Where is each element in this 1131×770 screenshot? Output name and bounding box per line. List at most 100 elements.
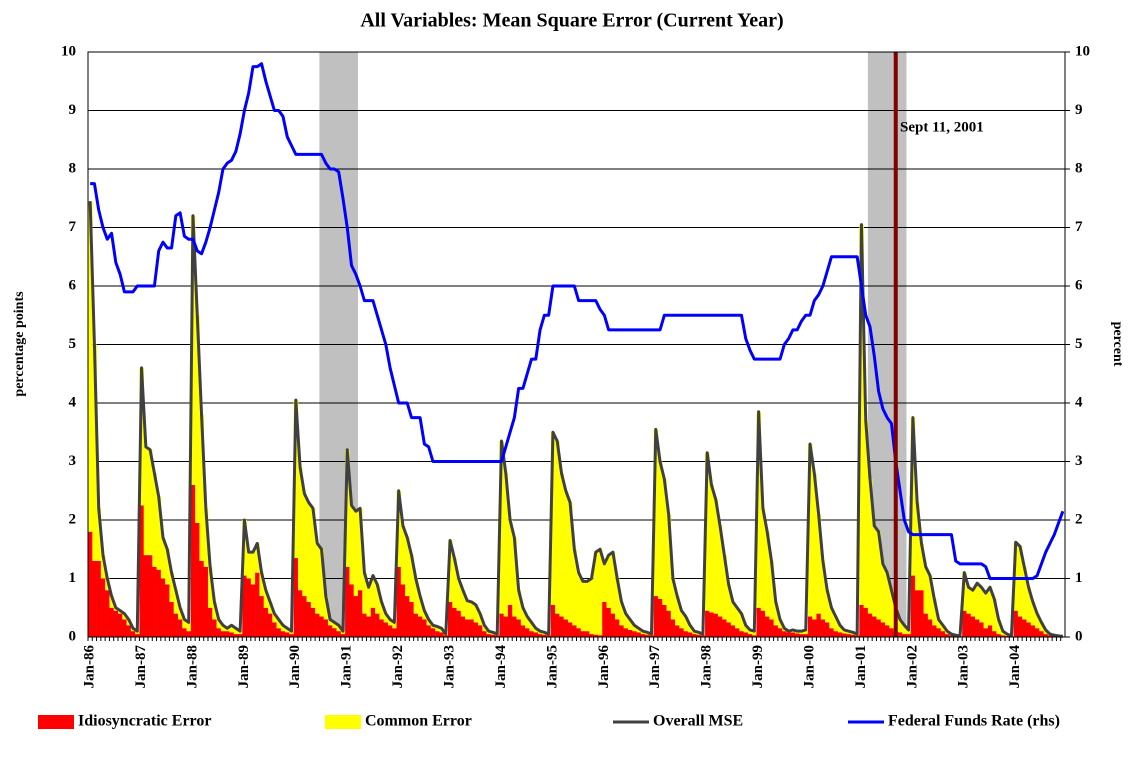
bar <box>829 607 834 629</box>
bar <box>456 610 462 637</box>
bar <box>469 601 474 620</box>
x-tick-label: Jan-91 <box>339 645 355 688</box>
bar <box>152 473 157 567</box>
bar <box>293 558 299 637</box>
bar <box>936 619 942 629</box>
bar <box>1026 587 1032 623</box>
bar <box>507 604 513 637</box>
bar <box>756 607 762 637</box>
bar <box>670 619 676 637</box>
bar <box>679 628 684 637</box>
bar <box>842 629 847 634</box>
bar <box>610 613 616 637</box>
legend-label: Common Error <box>365 713 472 730</box>
bar <box>152 566 157 637</box>
bar <box>1030 601 1036 626</box>
bar <box>975 583 980 620</box>
bar <box>683 616 689 632</box>
bar <box>139 505 145 637</box>
bar <box>400 525 406 585</box>
bar <box>276 628 282 637</box>
bar <box>906 629 912 635</box>
bar <box>147 555 153 637</box>
bar <box>580 581 586 632</box>
bar <box>709 484 714 613</box>
bar <box>525 628 530 637</box>
y-tick-label: 9 <box>69 102 77 118</box>
bar <box>739 613 744 632</box>
bar <box>756 411 762 608</box>
bar <box>580 631 586 637</box>
bar <box>790 632 796 637</box>
bar <box>383 613 389 623</box>
legend-label: Idiosyncratic Error <box>78 713 211 730</box>
bar <box>782 631 787 637</box>
bar <box>979 622 984 637</box>
bar <box>216 619 222 629</box>
bar <box>272 613 277 623</box>
y-tick-label: 0 <box>69 628 77 644</box>
x-tick-label: Jan-98 <box>699 645 715 688</box>
x-tick-label: Jan-92 <box>390 645 406 688</box>
y-tick-label: 2 <box>69 511 77 527</box>
bar <box>559 616 564 637</box>
bar <box>160 578 166 637</box>
y-tick-label: 6 <box>69 277 77 293</box>
y2-tick-label: 9 <box>1075 102 1083 118</box>
bar <box>572 625 577 637</box>
y2-tick-label: 4 <box>1075 394 1083 410</box>
bar <box>876 619 882 637</box>
bar <box>992 598 997 632</box>
bar <box>225 631 230 637</box>
bar <box>259 572 264 597</box>
bar <box>512 616 517 637</box>
bar <box>542 634 547 637</box>
legend-label: Federal Funds Rate (rhs) <box>888 713 1060 730</box>
legend-label: Overall MSE <box>653 713 743 730</box>
bar <box>1013 610 1019 637</box>
bar <box>503 616 509 637</box>
bar <box>885 572 890 626</box>
bar <box>332 628 337 637</box>
bar <box>675 625 680 637</box>
bar <box>906 634 912 637</box>
bar <box>353 511 359 597</box>
bar <box>482 625 487 632</box>
bar <box>405 537 410 597</box>
bar <box>812 473 817 620</box>
bar <box>615 578 620 620</box>
bar <box>233 634 239 637</box>
bar <box>177 607 183 620</box>
bar <box>572 549 577 626</box>
bar <box>310 607 316 637</box>
bar <box>237 634 243 637</box>
bar <box>413 578 419 614</box>
bar <box>1017 546 1023 617</box>
y-tick-label: 1 <box>69 570 77 586</box>
bar <box>156 569 162 637</box>
bar <box>825 622 830 637</box>
bar <box>700 635 706 637</box>
bar <box>842 633 847 637</box>
bar <box>242 575 247 637</box>
bar <box>92 344 97 561</box>
bar <box>460 616 466 637</box>
line-series <box>90 62 1065 580</box>
annotation: Sept 11, 2001 <box>900 119 984 135</box>
bar <box>456 578 462 611</box>
bar <box>597 549 603 636</box>
bar <box>555 613 560 637</box>
bar <box>169 601 175 637</box>
bar <box>473 622 479 637</box>
bar <box>366 587 372 617</box>
bar <box>966 613 972 637</box>
x-tick-label: Jan-93 <box>442 645 458 688</box>
bar <box>375 584 380 614</box>
bar <box>435 631 440 637</box>
bar <box>319 616 324 637</box>
bar <box>983 593 989 629</box>
bar <box>923 566 929 614</box>
bar <box>867 613 873 637</box>
bar <box>760 508 766 611</box>
x-tick-label: Jan-87 <box>133 645 149 689</box>
